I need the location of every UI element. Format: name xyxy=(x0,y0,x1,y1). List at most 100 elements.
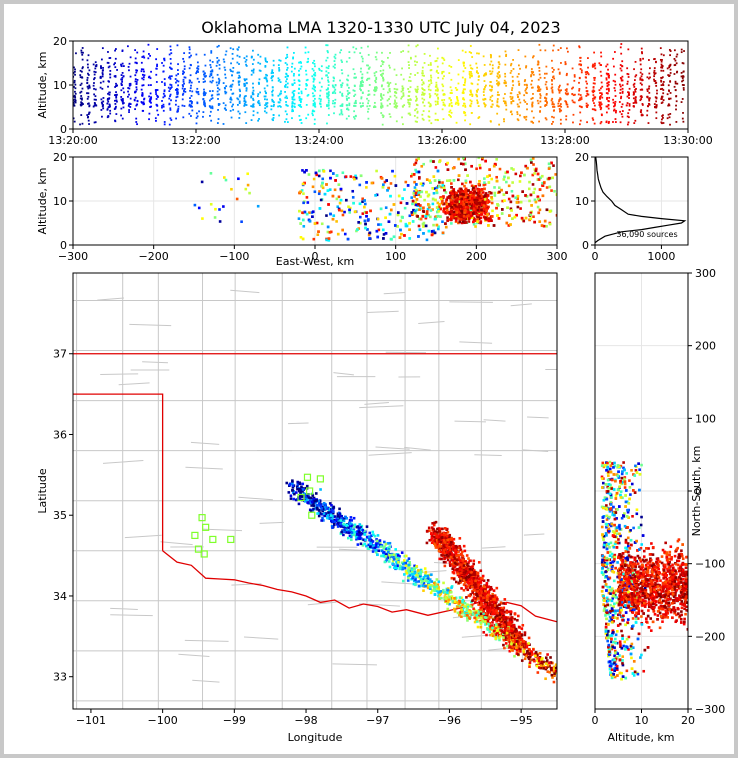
time-height-point xyxy=(600,107,603,109)
time-height-point xyxy=(181,104,184,107)
county-line xyxy=(190,441,220,445)
time-height-point xyxy=(620,97,622,100)
time-height-point xyxy=(573,79,576,82)
time-height-point xyxy=(327,88,329,91)
ew-height-point xyxy=(417,157,420,160)
time-height-point xyxy=(484,105,487,108)
time-height-point xyxy=(182,70,185,73)
time-height-point xyxy=(421,66,424,69)
ew-height-point xyxy=(536,197,540,201)
ew-height-point xyxy=(338,208,341,212)
time-height-point xyxy=(368,77,371,80)
time-height-point xyxy=(450,111,453,114)
time-height-point xyxy=(585,104,588,107)
time-height-point xyxy=(546,88,548,90)
time-height-point xyxy=(646,90,649,92)
time-height-point xyxy=(572,113,575,116)
time-height-point xyxy=(490,54,492,57)
ew-height-point xyxy=(534,200,538,204)
time-height-point xyxy=(600,74,603,77)
county-line xyxy=(178,653,210,657)
ew-height-point xyxy=(472,191,475,195)
ew-height-point xyxy=(527,187,531,191)
ew-height-point xyxy=(419,182,423,186)
time-height-point xyxy=(491,86,494,89)
ew-height-point xyxy=(331,172,335,175)
time-height-point xyxy=(593,76,596,79)
time-height-point xyxy=(134,80,137,83)
time-height-point xyxy=(454,102,457,105)
ew-height-point xyxy=(425,178,429,181)
time-height-point xyxy=(518,91,521,94)
time-height-point xyxy=(483,73,486,75)
time-height-point xyxy=(291,62,294,65)
ew-height-point xyxy=(507,197,511,201)
ew-height-point xyxy=(437,185,441,188)
time-height-point xyxy=(331,102,334,105)
ew-height-point xyxy=(460,197,464,201)
ew-height-point xyxy=(468,202,472,206)
ew-height-point xyxy=(505,191,508,194)
time-height-point xyxy=(648,67,651,70)
ew-height-point xyxy=(474,200,478,204)
time-height-point xyxy=(464,111,467,114)
time-height-point xyxy=(409,114,412,116)
ew-height-point xyxy=(426,203,430,206)
ew-height-point xyxy=(459,199,462,202)
time-height-point xyxy=(182,80,185,83)
time-height-point xyxy=(341,105,344,107)
time-height-point xyxy=(381,84,383,87)
time-height-point xyxy=(140,68,143,71)
time-height-point xyxy=(210,50,213,52)
ew-height-point xyxy=(384,216,387,220)
ew-axis-ticks: −300 −200 −100 0 100 200 300 xyxy=(58,245,568,263)
time-height-point xyxy=(592,94,595,97)
time-height-point xyxy=(238,117,241,119)
time-height-point xyxy=(239,90,241,93)
time-height-point xyxy=(87,92,90,95)
time-height-point xyxy=(490,60,493,63)
ew-height-point xyxy=(465,189,468,192)
ew-height-point xyxy=(379,207,383,211)
time-height-point xyxy=(660,118,663,121)
time-height-point xyxy=(612,79,615,82)
time-height-point xyxy=(86,114,89,116)
time-height-point xyxy=(245,55,248,58)
time-height-point xyxy=(586,82,588,85)
time-height-point xyxy=(402,94,405,96)
ew-height-point xyxy=(437,209,441,213)
ew-height-point xyxy=(477,204,480,208)
time-height-point xyxy=(320,105,322,108)
time-height-point xyxy=(407,101,410,104)
time-height-point xyxy=(450,115,452,118)
ew-height-point xyxy=(508,214,511,217)
time-height-point xyxy=(348,51,351,54)
time-height-point xyxy=(550,99,553,102)
time-height-point xyxy=(464,80,467,82)
time-height-point xyxy=(188,103,191,106)
time-height-point xyxy=(140,70,143,73)
time-height-point xyxy=(552,103,555,106)
time-height-point xyxy=(366,77,369,80)
time-height-point xyxy=(236,54,239,57)
time-height-point xyxy=(128,111,130,113)
ew-height-point xyxy=(354,210,357,213)
time-height-point xyxy=(504,93,506,95)
time-height-point xyxy=(451,92,453,95)
time-height-point xyxy=(633,85,636,88)
time-height-point xyxy=(674,59,677,62)
time-height-point xyxy=(278,93,281,96)
time-height-point xyxy=(168,123,171,126)
time-height-point xyxy=(87,72,89,75)
time-height-point xyxy=(345,60,348,63)
time-height-point xyxy=(476,66,479,69)
time-height-point xyxy=(224,92,227,95)
time-height-point xyxy=(464,114,467,117)
county-line xyxy=(307,601,337,606)
ew-height-point xyxy=(547,162,551,166)
ew-height-point xyxy=(520,216,524,220)
time-height-point xyxy=(129,75,132,78)
time-height-point xyxy=(80,70,83,73)
time-height-point xyxy=(257,93,260,95)
time-height-point xyxy=(571,93,574,95)
